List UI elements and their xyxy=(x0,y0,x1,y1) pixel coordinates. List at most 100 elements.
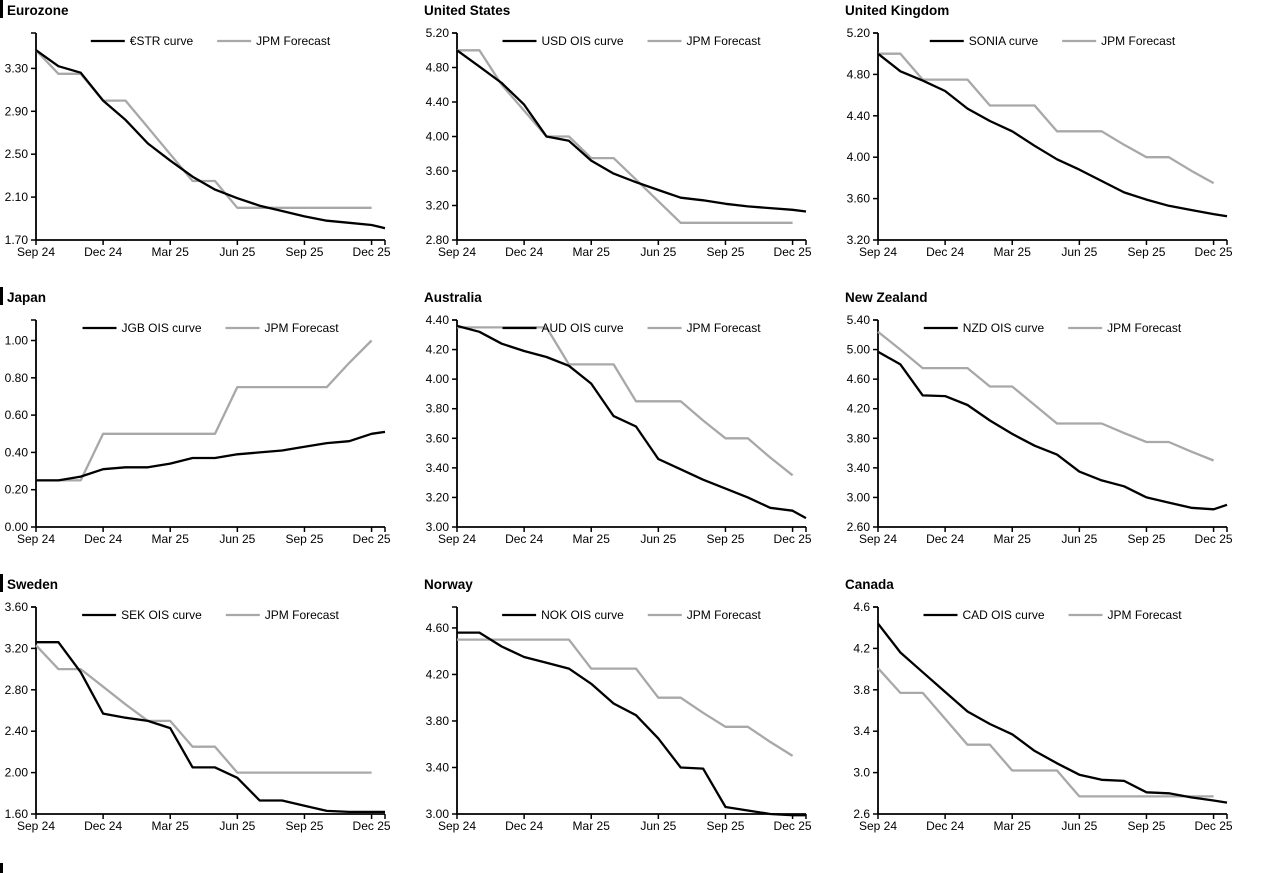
x-tick-label: Jun 25 xyxy=(1061,819,1097,833)
line-chart-canada: 2.6 3.0 3.4 3.8 4.2 4.6 Sep 24 Dec 24 Mar 25 Jun … xyxy=(853,600,1233,833)
y-tick-label: 0.60 xyxy=(5,408,29,422)
legend-label: NZD OIS curve xyxy=(963,321,1045,335)
x-tick-label: Mar 25 xyxy=(994,532,1032,546)
chart-cell-japan: Japan 0.00 0.20 0.40 0.60 0.80 1.00 Sep 24 Dec … xyxy=(0,287,421,574)
y-tick-label: 3.40 xyxy=(426,760,450,774)
x-tick-label: Jun 25 xyxy=(219,532,255,546)
y-tick-label: 3.60 xyxy=(426,164,450,178)
legend-label: CAD OIS curve xyxy=(963,608,1045,622)
y-tick-label: 4.40 xyxy=(847,109,871,123)
series-line-sonia-curve xyxy=(877,52,1228,218)
line-chart-united-kingdom: 3.20 3.60 4.00 4.40 4.80 5.20 Sep 24 Dec 24 Mar … xyxy=(847,26,1233,259)
legend-label: JPM Forecast xyxy=(256,34,331,48)
y-tick-label: 3.00 xyxy=(426,520,450,534)
y-tick-label: 3.40 xyxy=(426,461,450,475)
legend: €STR curve JPM Forecast xyxy=(90,34,331,48)
y-tick-label: 4.00 xyxy=(426,130,450,144)
y-tick-label: 4.6 xyxy=(853,600,870,614)
y-tick-label: 3.20 xyxy=(426,199,450,213)
series-line-jpm-forecast xyxy=(877,667,1214,798)
legend-label: JPM Forecast xyxy=(1101,34,1176,48)
y-tick-label: 1.00 xyxy=(5,334,29,348)
x-tick-label: Dec 25 xyxy=(353,532,391,546)
x-tick-label: Sep 24 xyxy=(17,245,55,259)
legend: CAD OIS curve JPM Forecast xyxy=(923,608,1183,622)
y-tick-label: 0.80 xyxy=(5,371,29,385)
series-line-sek-ois-curve xyxy=(36,641,385,814)
y-tick-label: 2.00 xyxy=(5,766,29,780)
x-tick-label: Mar 25 xyxy=(994,245,1032,259)
section-bar xyxy=(0,574,3,592)
x-tick-label: Mar 25 xyxy=(152,532,190,546)
x-tick-label: Dec 24 xyxy=(926,532,964,546)
chart-title-united-states: United States xyxy=(424,3,511,18)
x-tick-label: Mar 25 xyxy=(152,819,190,833)
chart-cell-norway: Norway 3.00 3.40 3.80 4.20 4.60 Sep 24 Dec 24 M… xyxy=(421,574,842,873)
x-tick-label: Dec 24 xyxy=(84,245,122,259)
x-tick-label: Mar 25 xyxy=(152,245,190,259)
x-tick-label: Sep 25 xyxy=(1127,532,1165,546)
x-tick-label: Sep 25 xyxy=(706,532,744,546)
x-tick-label: Mar 25 xyxy=(994,819,1032,833)
x-tick-label: Sep 24 xyxy=(438,245,476,259)
series-line-jpm-forecast xyxy=(36,339,373,482)
y-tick-label: 4.2 xyxy=(853,641,870,655)
axes xyxy=(35,33,385,241)
axes xyxy=(877,33,1227,241)
y-tick-label: 3.60 xyxy=(5,600,29,614)
axes xyxy=(877,607,1227,815)
series-line-jpm-forecast xyxy=(878,52,1215,185)
x-tick-label: Dec 25 xyxy=(353,819,391,833)
legend: USD OIS curve JPM Forecast xyxy=(502,34,762,48)
y-tick-label: 3.30 xyxy=(5,61,29,75)
legend-label: JPM Forecast xyxy=(265,321,340,335)
y-tick-label: 4.20 xyxy=(847,402,871,416)
line-chart-norway: 3.00 3.40 3.80 4.20 4.60 Sep 24 Dec 24 Mar 25 Ju… xyxy=(426,606,812,833)
legend-label: USD OIS curve xyxy=(542,34,624,48)
x-tick-label: Jun 25 xyxy=(219,819,255,833)
y-tick-label: 0.00 xyxy=(5,520,29,534)
axes xyxy=(456,33,806,241)
x-tick-label: Dec 24 xyxy=(926,245,964,259)
x-tick-label: Sep 25 xyxy=(285,819,323,833)
legend-label: JPM Forecast xyxy=(1108,608,1183,622)
legend-label: SONIA curve xyxy=(969,34,1039,48)
y-tick-label: 2.10 xyxy=(5,190,29,204)
y-tick-label: 4.40 xyxy=(426,313,450,327)
x-tick-label: Dec 25 xyxy=(774,819,812,833)
series-line-jgb-ois-curve xyxy=(36,430,386,482)
legend: SEK OIS curve JPM Forecast xyxy=(82,608,339,622)
y-tick-label: 3.80 xyxy=(426,402,450,416)
x-tick-label: Jun 25 xyxy=(219,245,255,259)
legend: NZD OIS curve JPM Forecast xyxy=(923,321,1182,335)
y-tick-label: 3.60 xyxy=(426,431,450,445)
chart-cell-australia: Australia 3.00 3.20 3.40 3.60 3.80 4.00 4.20 4.… xyxy=(421,287,842,574)
chart-title-eurozone: Eurozone xyxy=(7,3,69,18)
x-tick-label: Dec 24 xyxy=(505,819,543,833)
legend-label: JPM Forecast xyxy=(687,34,762,48)
x-axis: Sep 24 Dec 24 Mar 25 Jun 25 Sep 25 Dec 25 xyxy=(17,240,391,259)
chart-cell-new-zealand: New Zealand 2.60 3.00 3.40 3.80 4.20 4.60 5.00… xyxy=(842,287,1264,574)
chart-cell-united-kingdom: United Kingdom 3.20 3.60 4.00 4.40 4.80 5.20 S… xyxy=(842,0,1264,287)
y-tick-label: 4.00 xyxy=(426,372,450,386)
x-tick-label: Sep 24 xyxy=(17,532,55,546)
y-tick-label: 2.80 xyxy=(426,233,450,247)
x-axis: Sep 24 Dec 24 Mar 25 Jun 25 Sep 25 Dec 25 xyxy=(438,814,812,833)
x-tick-label: Dec 25 xyxy=(353,245,391,259)
x-tick-label: Sep 24 xyxy=(17,819,55,833)
legend-label: JPM Forecast xyxy=(1107,321,1182,335)
x-tick-label: Mar 25 xyxy=(573,245,611,259)
x-tick-label: Dec 24 xyxy=(505,245,543,259)
y-tick-label: 3.8 xyxy=(853,683,870,697)
y-tick-label: 3.60 xyxy=(847,192,871,206)
legend-label: AUD OIS curve xyxy=(542,321,624,335)
chart-title-united-kingdom: United Kingdom xyxy=(845,3,950,18)
x-tick-label: Sep 24 xyxy=(859,245,897,259)
x-tick-label: Dec 24 xyxy=(505,532,543,546)
axes xyxy=(35,607,385,815)
y-tick-label: 2.80 xyxy=(5,683,29,697)
chart-title-norway: Norway xyxy=(424,577,473,592)
y-tick-label: 4.00 xyxy=(847,150,871,164)
chart-title-australia: Australia xyxy=(424,290,482,305)
series-line-usd-ois-curve xyxy=(456,49,807,213)
